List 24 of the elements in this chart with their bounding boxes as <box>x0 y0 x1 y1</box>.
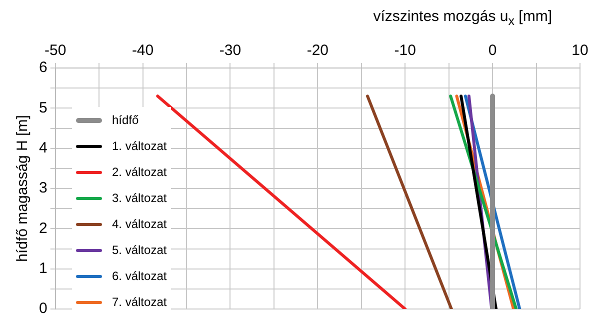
y-tick-label: 0 <box>39 300 48 318</box>
y-tick-label: 3 <box>39 180 48 197</box>
legend-label: 6. változat <box>112 269 167 283</box>
y-tick-label: 5 <box>39 99 48 116</box>
x-tick-label: -20 <box>306 42 329 60</box>
y-tick-label: 4 <box>39 139 48 156</box>
x-tick-label: -40 <box>132 42 154 60</box>
x-tick-label: 10 <box>572 42 588 60</box>
x-tick-label: -50 <box>44 42 66 60</box>
legend-label: 3. változat <box>112 191 167 205</box>
legend-label: 5. változat <box>112 243 167 257</box>
y-tick-label: 6 <box>39 59 48 76</box>
legend-label: 4. változat <box>112 217 167 231</box>
x-tick-label: 0 <box>488 42 497 60</box>
legend-label: 1. változat <box>112 139 167 153</box>
y-tick-label: 2 <box>39 220 48 237</box>
y-axis-title: hídfő magasság H [m] <box>14 115 32 262</box>
x-tick-label: -30 <box>219 42 242 60</box>
x-axis-title: vízszintes mozgás u$_{x}$ [mm] <box>373 8 552 28</box>
legend-label: 7. változat <box>112 295 167 309</box>
x-tick-label: -10 <box>394 42 416 60</box>
y-tick-label: 1 <box>39 260 48 277</box>
legend-label: 2. változat <box>112 165 167 179</box>
legend-label: hídfő <box>112 113 139 127</box>
